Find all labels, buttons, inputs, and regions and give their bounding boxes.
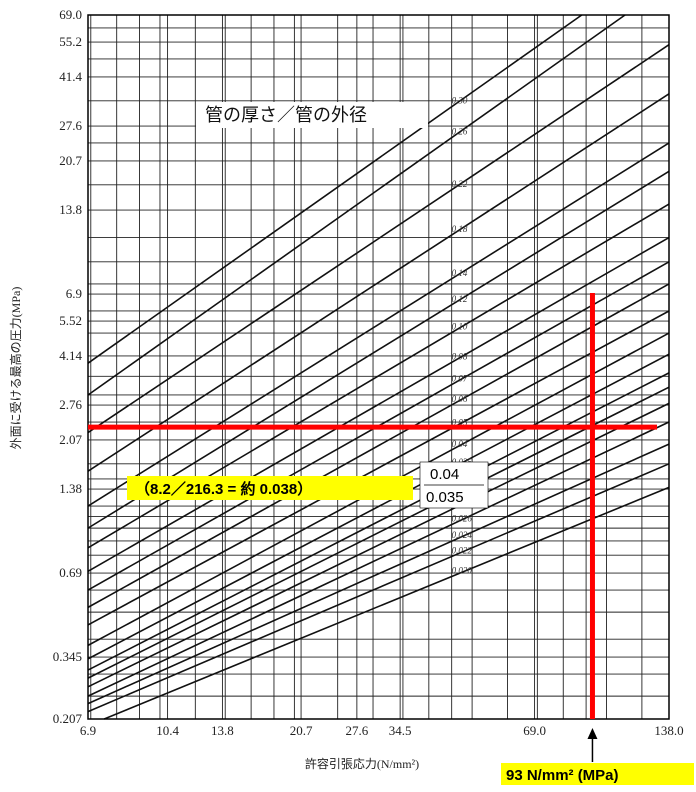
y-tick-label: 5.52 xyxy=(59,313,82,328)
curve-0_020 xyxy=(103,486,670,720)
curve-0_035 xyxy=(87,353,670,660)
curve-label: 0.10 xyxy=(452,322,468,332)
x-marker-arrow-head xyxy=(587,728,598,739)
y-tick-label: 2.76 xyxy=(59,397,82,412)
ratio-highlight-bg xyxy=(127,476,413,500)
curve-0_30 xyxy=(87,14,583,364)
y-tick-label: 69.0 xyxy=(59,7,82,22)
y-tick-label: 0.69 xyxy=(59,565,82,580)
curve-label: 0.026 xyxy=(452,514,473,524)
y-tick-label: 27.6 xyxy=(59,118,82,133)
y-tick-label: 1.38 xyxy=(59,481,82,496)
curve-0_08 xyxy=(87,236,670,573)
curve-label: 0.06 xyxy=(452,394,468,404)
x-tick-labels: 6.9 10.4 13.8 20.7 27.6 34.5 69.0 138.0 xyxy=(80,723,684,738)
curve-0_05 xyxy=(87,310,670,626)
highlight-lines xyxy=(88,293,657,762)
curve-0_026 xyxy=(87,421,670,697)
y-tick-label: 4.14 xyxy=(59,348,82,363)
x-tick-label: 20.7 xyxy=(290,723,313,738)
curve-0_12 xyxy=(87,170,670,529)
x-marker-text: 93 N/mm² (MPa) xyxy=(506,767,619,784)
curve-label: 0.020 xyxy=(452,565,473,575)
curve-label: 0.14 xyxy=(452,268,468,278)
curves xyxy=(87,14,670,720)
curve-label: 0.26 xyxy=(452,127,468,137)
x-tick-label: 69.0 xyxy=(523,723,546,738)
curve-0_032 xyxy=(87,372,670,671)
y-axis-label: 外面に受ける最高の圧力(MPa) xyxy=(8,287,23,450)
y-tick-label: 6.9 xyxy=(66,286,82,301)
curve-label: 0.07 xyxy=(452,374,468,384)
curve-label: 0.12 xyxy=(452,294,468,304)
title-bg xyxy=(196,102,428,128)
curve-label: 0.22 xyxy=(452,179,468,189)
curve-label: 0.08 xyxy=(452,351,468,361)
y-tick-label: 41.4 xyxy=(59,69,82,84)
curve-0_030 xyxy=(87,386,670,679)
curve-0_26 xyxy=(87,14,626,396)
y-tick-label: 0.345 xyxy=(53,649,82,664)
curve-label: 0.30 xyxy=(452,96,468,106)
curve-0_18 xyxy=(87,93,670,472)
curve-0_022 xyxy=(87,463,670,713)
curve-0_22 xyxy=(87,44,670,434)
y-tick-label: 20.7 xyxy=(59,153,82,168)
x-tick-label: 34.5 xyxy=(389,723,412,738)
x-axis-label: 許容引張応力(N/mm²) xyxy=(305,756,419,771)
curve-label: 0.022 xyxy=(452,546,473,556)
ratio-label-004: 0.04 xyxy=(430,466,459,483)
y-tick-label: 13.8 xyxy=(59,202,82,217)
curve-label: 0.05 xyxy=(452,417,468,427)
y-tick-labels: 69.0 55.2 41.4 27.6 20.7 13.8 6.9 5.52 4.14 2.76 2… xyxy=(53,7,83,726)
chart-title: 管の厚さ／管の外径 xyxy=(205,105,367,125)
curve-0_028 xyxy=(87,402,670,688)
x-tick-label: 13.8 xyxy=(211,723,234,738)
x-tick-label: 138.0 xyxy=(654,723,683,738)
curve-label: 0.04 xyxy=(452,439,468,449)
curve-0_06 xyxy=(87,283,670,609)
x-tick-label: 6.9 xyxy=(80,723,96,738)
x-marker-highlight-bg xyxy=(501,763,694,785)
curve-0_024 xyxy=(87,443,670,705)
y-tick-label: 2.07 xyxy=(59,432,82,447)
curve-0_14 xyxy=(87,142,670,507)
x-tick-label: 10.4 xyxy=(156,723,179,738)
curve-label: 0.18 xyxy=(452,224,468,234)
x-tick-label: 27.6 xyxy=(345,723,368,738)
y-tick-label: 55.2 xyxy=(59,34,82,49)
y-tick-label: 0.207 xyxy=(53,711,83,726)
plot-frame xyxy=(87,14,670,720)
ratio-text: （8.2／216.3 = 約 0.038） xyxy=(135,480,312,498)
curve-label: 0.024 xyxy=(452,530,473,540)
ratio-label-0035: 0.035 xyxy=(426,489,464,506)
